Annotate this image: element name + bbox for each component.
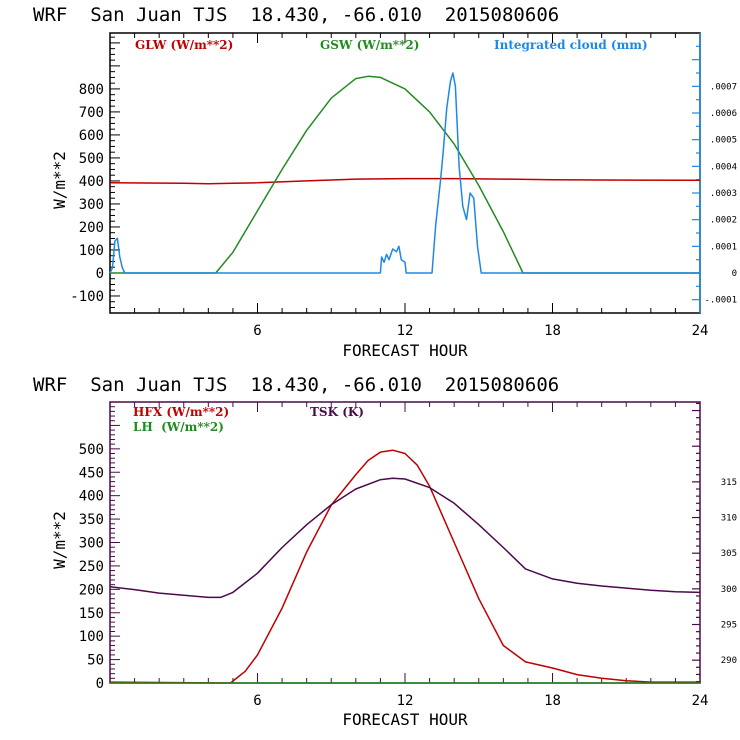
y-tick-label: 700 — [79, 105, 104, 121]
y-tick-label: 300 — [79, 197, 104, 213]
y2-tick-label: .0003 — [710, 189, 737, 199]
x-tick-label: 24 — [692, 693, 709, 709]
y-tick-label: 400 — [79, 489, 104, 505]
x-tick-label: 6 — [253, 693, 261, 709]
y-tick-label: 500 — [79, 151, 104, 167]
y2-tick-label: 315 — [721, 478, 737, 488]
y-tick-label: 300 — [79, 536, 104, 552]
x-axis: 6 12 18 24 — [134, 33, 709, 339]
y2-tick-label: .0005 — [710, 136, 737, 146]
y2-tick-label: 310 — [721, 514, 737, 524]
series-glw-line — [109, 177, 701, 185]
legend-tsk: TSK (K) — [310, 405, 364, 419]
y-tick-label: 50 — [87, 653, 104, 669]
plot-frame — [109, 32, 701, 314]
x-tick-label: 18 — [544, 693, 561, 709]
x-tick-label: 12 — [397, 323, 414, 339]
series-integrated-line — [109, 72, 700, 274]
y-tick-label: 0 — [96, 676, 104, 692]
series-group — [109, 449, 701, 684]
series-gsw-line — [110, 75, 700, 274]
y-tick-label: 450 — [79, 465, 104, 481]
y-tick-label: 200 — [79, 220, 104, 236]
y-tick-label: 100 — [79, 629, 104, 645]
y-tick-label: 800 — [79, 82, 104, 98]
y2-tick-label: 290 — [721, 656, 737, 666]
series-hfx-line — [109, 449, 700, 684]
y-tick-label: 400 — [79, 174, 104, 190]
y2-tick-label: .0004 — [710, 162, 737, 172]
y2-tick-label: 0 — [732, 269, 737, 279]
x-tick-label: 18 — [544, 323, 561, 339]
y-axis-label: W/m**2 — [50, 511, 69, 569]
y-tick-label: 350 — [79, 512, 104, 528]
y2-tick-label: .0007 — [710, 82, 737, 92]
panel-fluxes: WRF San Juan TJS 18.430, -66.010 2015080… — [33, 374, 737, 729]
x-axis-label: FORECAST HOUR — [342, 341, 468, 360]
y-axis-right: -.0001 0 .0001 .0002 .0003 .0004 .0005 .0006 .00… — [692, 45, 737, 306]
legend-lh: LH (W/m**2) — [133, 420, 224, 434]
y2-tick-label: .0001 — [710, 242, 737, 252]
x-tick-label: 12 — [397, 693, 414, 709]
panel-title: WRF San Juan TJS 18.430, -66.010 2015080… — [33, 374, 559, 396]
legend-cloud: Integrated cloud (mm) — [494, 38, 648, 52]
y-axis-left: -100 0 100 200 300 400 500 600 700 800 — [70, 36, 120, 308]
plot-frame — [109, 401, 701, 684]
y-tick-label: 500 — [79, 442, 104, 458]
series-tsk-line — [109, 477, 701, 599]
y-tick-label: 250 — [79, 559, 104, 575]
x-axis-label: FORECAST HOUR — [342, 710, 468, 729]
y-tick-label: -100 — [70, 289, 104, 305]
legend-glw: GLW (W/m**2) — [135, 38, 233, 52]
y-tick-label: 0 — [96, 266, 104, 282]
x-tick-label: 24 — [692, 323, 709, 339]
y2-tick-label: -.0001 — [704, 296, 737, 306]
y2-tick-label: 300 — [721, 585, 737, 595]
y-axis-right: 290 295 300 305 310 315 — [692, 402, 737, 683]
legend-hfx: HFX (W/m**2) — [133, 405, 229, 419]
x-tick-label: 6 — [253, 323, 261, 339]
series-group — [109, 72, 701, 274]
y-tick-label: 150 — [79, 606, 104, 622]
panel-title: WRF San Juan TJS 18.430, -66.010 2015080… — [33, 4, 559, 26]
y-tick-label: 200 — [79, 582, 104, 598]
y-tick-label: 600 — [79, 128, 104, 144]
y2-tick-label: 305 — [721, 549, 737, 559]
y2-tick-label: .0006 — [710, 109, 737, 119]
y2-tick-label: .0002 — [710, 216, 737, 226]
legend-gsw: GSW (W/m**2) — [320, 38, 419, 52]
y2-tick-label: 295 — [721, 621, 737, 631]
y-axis-left: 0 50 100 150 200 250 300 350 400 450 500 — [79, 401, 120, 692]
y-tick-label: 100 — [79, 243, 104, 259]
y-axis-label: W/m**2 — [50, 151, 69, 209]
panel-radiation: WRF San Juan TJS 18.430, -66.010 2015080… — [33, 4, 737, 360]
x-axis: 6 12 18 24 — [134, 402, 709, 709]
